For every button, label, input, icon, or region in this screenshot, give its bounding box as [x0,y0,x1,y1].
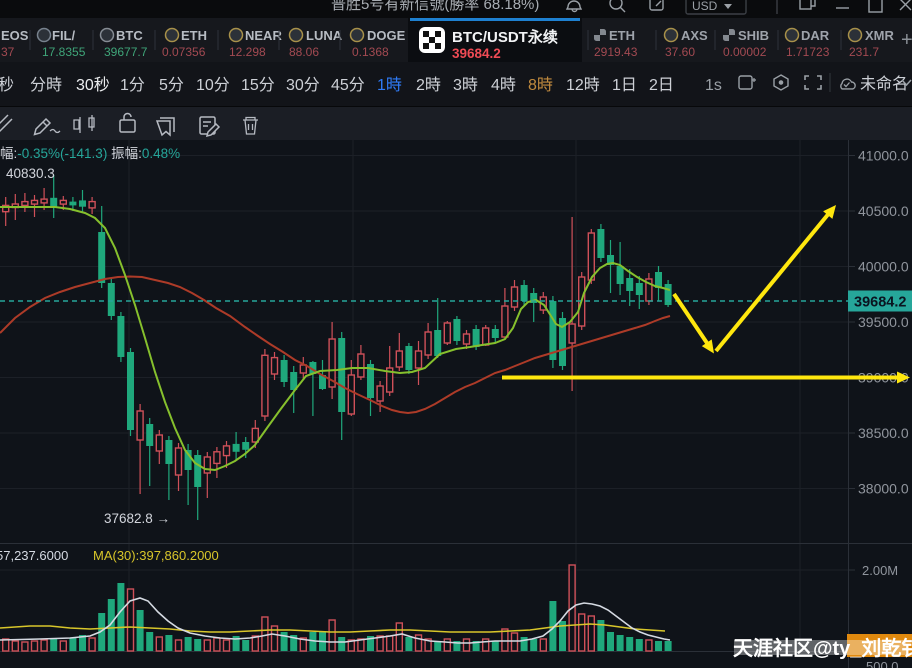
svg-text:30分: 30分 [286,76,320,94]
svg-text:DAR: DAR [801,28,830,43]
svg-text:88.06: 88.06 [289,45,319,59]
svg-text:39684.2: 39684.2 [452,46,501,61]
svg-text:12時: 12時 [566,76,600,94]
svg-text:57,237.6000: 57,237.6000 [0,548,68,563]
svg-text:38000.0: 38000.0 [858,481,909,497]
svg-text:幅:-0.35%(-141.3) 振幅:0.48%: 幅:-0.35%(-141.3) 振幅:0.48% [0,146,180,161]
svg-text:39500.0: 39500.0 [858,314,909,330]
svg-text:8時: 8時 [528,76,553,94]
svg-text:1時: 1時 [377,76,402,94]
svg-text:分時: 分時 [30,76,62,94]
svg-text:37.60: 37.60 [665,45,695,59]
svg-text:1日: 1日 [612,77,637,94]
svg-text:FIL/: FIL/ [52,28,75,43]
svg-text:ETH: ETH [181,28,207,43]
svg-text:ETH: ETH [609,28,635,43]
svg-text:1.71723: 1.71723 [786,45,830,59]
svg-text:EOS: EOS [1,28,29,43]
svg-text:2.00M: 2.00M [862,563,898,578]
svg-text:MA(30):397,860.2000: MA(30):397,860.2000 [93,548,219,563]
svg-text:未命名: 未命名 [860,75,908,93]
svg-text:37: 37 [1,45,15,59]
svg-text:10分: 10分 [196,76,230,94]
svg-text:+: + [901,29,912,51]
svg-text:BTC: BTC [116,28,143,43]
svg-text:37682.8 →: 37682.8 → [104,511,170,526]
svg-text:DOGE: DOGE [367,28,406,43]
svg-text:天涯社区@ty_刘乾钊: 天涯社区@ty_刘乾钊 [733,636,912,660]
svg-text:2時: 2時 [416,76,441,94]
svg-text:40500.0: 40500.0 [858,203,909,219]
svg-text:3時: 3時 [453,76,478,94]
svg-text:12.298: 12.298 [229,45,266,59]
svg-text:39684.2: 39684.2 [854,295,906,311]
svg-text:BTC/USDT永续: BTC/USDT永续 [452,28,558,46]
svg-text:38500.0: 38500.0 [858,425,909,441]
svg-text:AXS: AXS [681,28,708,43]
svg-text:39677.7: 39677.7 [104,45,148,59]
svg-text:41000.0: 41000.0 [858,148,909,164]
svg-text:4時: 4時 [491,76,516,94]
svg-text:15分: 15分 [241,76,275,94]
svg-text:LUNA: LUNA [306,28,343,43]
svg-text:NEAR: NEAR [245,28,282,43]
svg-text:0.07356: 0.07356 [162,45,206,59]
svg-text:1s: 1s [705,77,722,94]
svg-text:500.0: 500.0 [866,659,899,668]
svg-text:XMR: XMR [865,28,895,43]
svg-text:40000.0: 40000.0 [858,259,909,275]
svg-text:5分: 5分 [159,76,184,94]
svg-text:0.00002: 0.00002 [723,45,767,59]
svg-text:USD: USD [692,0,718,13]
svg-text:231.7: 231.7 [849,45,879,59]
svg-text:40830.3: 40830.3 [6,166,55,181]
svg-text:秒: 秒 [0,76,14,94]
svg-text:SHIB: SHIB [738,28,769,43]
svg-text:45分: 45分 [331,76,365,94]
svg-text:2日: 2日 [649,77,674,94]
svg-text:30秒: 30秒 [76,76,110,94]
svg-text:1分: 1分 [120,76,145,94]
svg-text:17.8355: 17.8355 [42,45,86,59]
svg-text:2919.43: 2919.43 [594,45,638,59]
svg-text:0.1368: 0.1368 [352,45,389,59]
